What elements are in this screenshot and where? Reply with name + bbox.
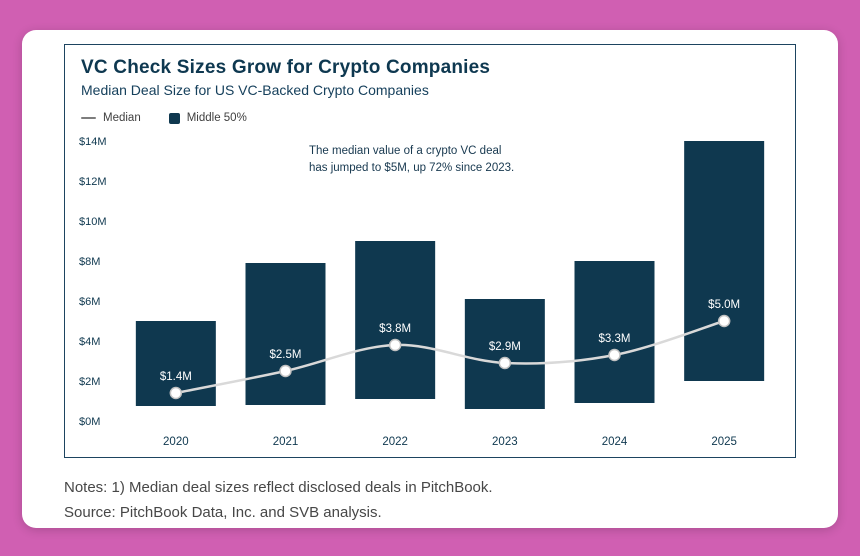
- bar-chart: $0M $2M $4M $6M $8M $10M $12M $14M $1.4M $2.5M $3.…: [79, 136, 765, 448]
- content-card: VC Check Sizes Grow for Crypto Companies…: [22, 30, 838, 528]
- notes-block: Notes: 1) Median deal sizes reflect disc…: [64, 476, 493, 526]
- annotation-line-1: The median value of a crypto VC deal: [309, 145, 502, 157]
- x-tick-label: 2021: [273, 436, 299, 448]
- chart-title: VC Check Sizes Grow for Crypto Companies: [81, 57, 491, 78]
- bar-2021: [245, 263, 326, 405]
- y-tick-label: $2M: [79, 376, 100, 388]
- median-dot-2020: [169, 386, 183, 400]
- bar-2024: [574, 261, 655, 403]
- chart-subtitle: Median Deal Size for US VC-Backed Crypto…: [81, 82, 429, 98]
- chart-legend: Median Middle 50%: [65, 112, 795, 124]
- median-dot-2025: [717, 314, 731, 328]
- bar-2025: [684, 141, 765, 381]
- x-tick-label: 2020: [163, 436, 189, 448]
- source-line: Source: PitchBook Data, Inc. and SVB ana…: [64, 503, 382, 521]
- x-tick-label: 2024: [602, 436, 628, 448]
- y-tick-label: $0M: [79, 416, 100, 428]
- legend-item-middle50: Middle 50%: [168, 112, 247, 124]
- median-point-label: $3.3M: [599, 333, 631, 345]
- median-dot-2024: [608, 348, 621, 362]
- median-point-label: $2.5M: [270, 349, 302, 361]
- y-tick-label: $6M: [79, 296, 100, 308]
- x-tick-label: 2023: [492, 436, 518, 448]
- median-point-label: $5.0M: [708, 299, 740, 311]
- x-tick-label: 2022: [382, 436, 408, 448]
- y-tick-label: $4M: [79, 336, 100, 348]
- median-line: [175, 319, 725, 395]
- median-line-icon: [81, 117, 96, 119]
- chart-frame: VC Check Sizes Grow for Crypto Companies…: [64, 44, 796, 458]
- y-tick-label: $8M: [79, 256, 100, 268]
- annotation-line-2: has jumped to $5M, up 72% since 2023.: [309, 161, 515, 174]
- chart-annotation: The median value of a crypto VC deal has…: [309, 143, 609, 176]
- legend-label-median: Median: [103, 112, 141, 124]
- median-point-label: $1.4M: [160, 371, 192, 383]
- median-dot-2021: [279, 364, 292, 378]
- middle50-swatch-icon: [168, 112, 180, 124]
- y-tick-label: $10M: [79, 216, 107, 228]
- median-point-label: $2.9M: [489, 341, 521, 353]
- legend-item-median: Median: [81, 112, 141, 124]
- median-dot-2023: [498, 356, 512, 370]
- bar-2022: [355, 241, 436, 399]
- bar-2023: [464, 299, 545, 409]
- notes-line: Notes: 1) Median deal sizes reflect disc…: [64, 479, 493, 496]
- y-tick-label: $12M: [79, 176, 107, 188]
- legend-label-middle50: Middle 50%: [186, 112, 247, 124]
- median-point-label: $3.8M: [379, 323, 411, 335]
- x-tick-label: 2025: [711, 436, 737, 448]
- median-dot-2022: [388, 338, 402, 352]
- y-tick-label: $14M: [79, 136, 107, 148]
